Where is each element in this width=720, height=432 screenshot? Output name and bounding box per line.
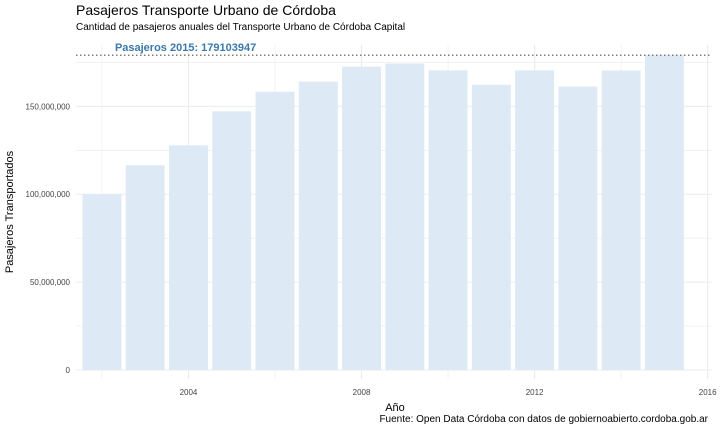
- bar-2012: [515, 70, 555, 370]
- bar-2010: [428, 70, 468, 370]
- bar-2015: [644, 55, 684, 371]
- chart-title: Pasajeros Transporte Urbano de Córdoba: [76, 2, 336, 18]
- bar-2007: [298, 81, 338, 370]
- x-tick-label: 2016: [699, 388, 717, 397]
- reference-label: Pasajeros 2015: 179103947: [115, 42, 256, 54]
- y-tick-label: 100,000,000: [26, 190, 71, 199]
- chart-caption: Fuente: Open Data Córdoba con datos de g…: [379, 414, 708, 425]
- y-axis-label: Pasajeros Transportados: [4, 150, 16, 274]
- x-tick-label: 2012: [526, 388, 544, 397]
- bar-2014: [601, 70, 641, 370]
- y-tick-label: 0: [66, 366, 71, 375]
- y-tick-label: 50,000,000: [30, 278, 71, 287]
- x-tick-label: 2004: [180, 388, 198, 397]
- bar-2008: [342, 66, 382, 370]
- reference-layer: Pasajeros 2015: 179103947: [76, 42, 712, 56]
- bar-2006: [255, 91, 295, 370]
- bar-2005: [212, 111, 252, 370]
- bar-2009: [385, 63, 425, 370]
- x-tick-label: 2008: [353, 388, 371, 397]
- tick-layer: 0 50,000,000 100,000,000 150,000,000 2004 200…: [26, 102, 718, 397]
- bar-2011: [471, 84, 511, 370]
- chart-subtitle: Cantidad de pasajeros anuales del Transp…: [76, 22, 406, 33]
- bar-2004: [169, 145, 208, 370]
- bar-layer: [82, 55, 684, 371]
- x-axis-label: Año: [385, 402, 405, 414]
- bar-2002: [82, 194, 122, 370]
- bar-2013: [558, 86, 598, 371]
- bar-2003: [125, 165, 165, 370]
- y-tick-label: 150,000,000: [26, 102, 71, 111]
